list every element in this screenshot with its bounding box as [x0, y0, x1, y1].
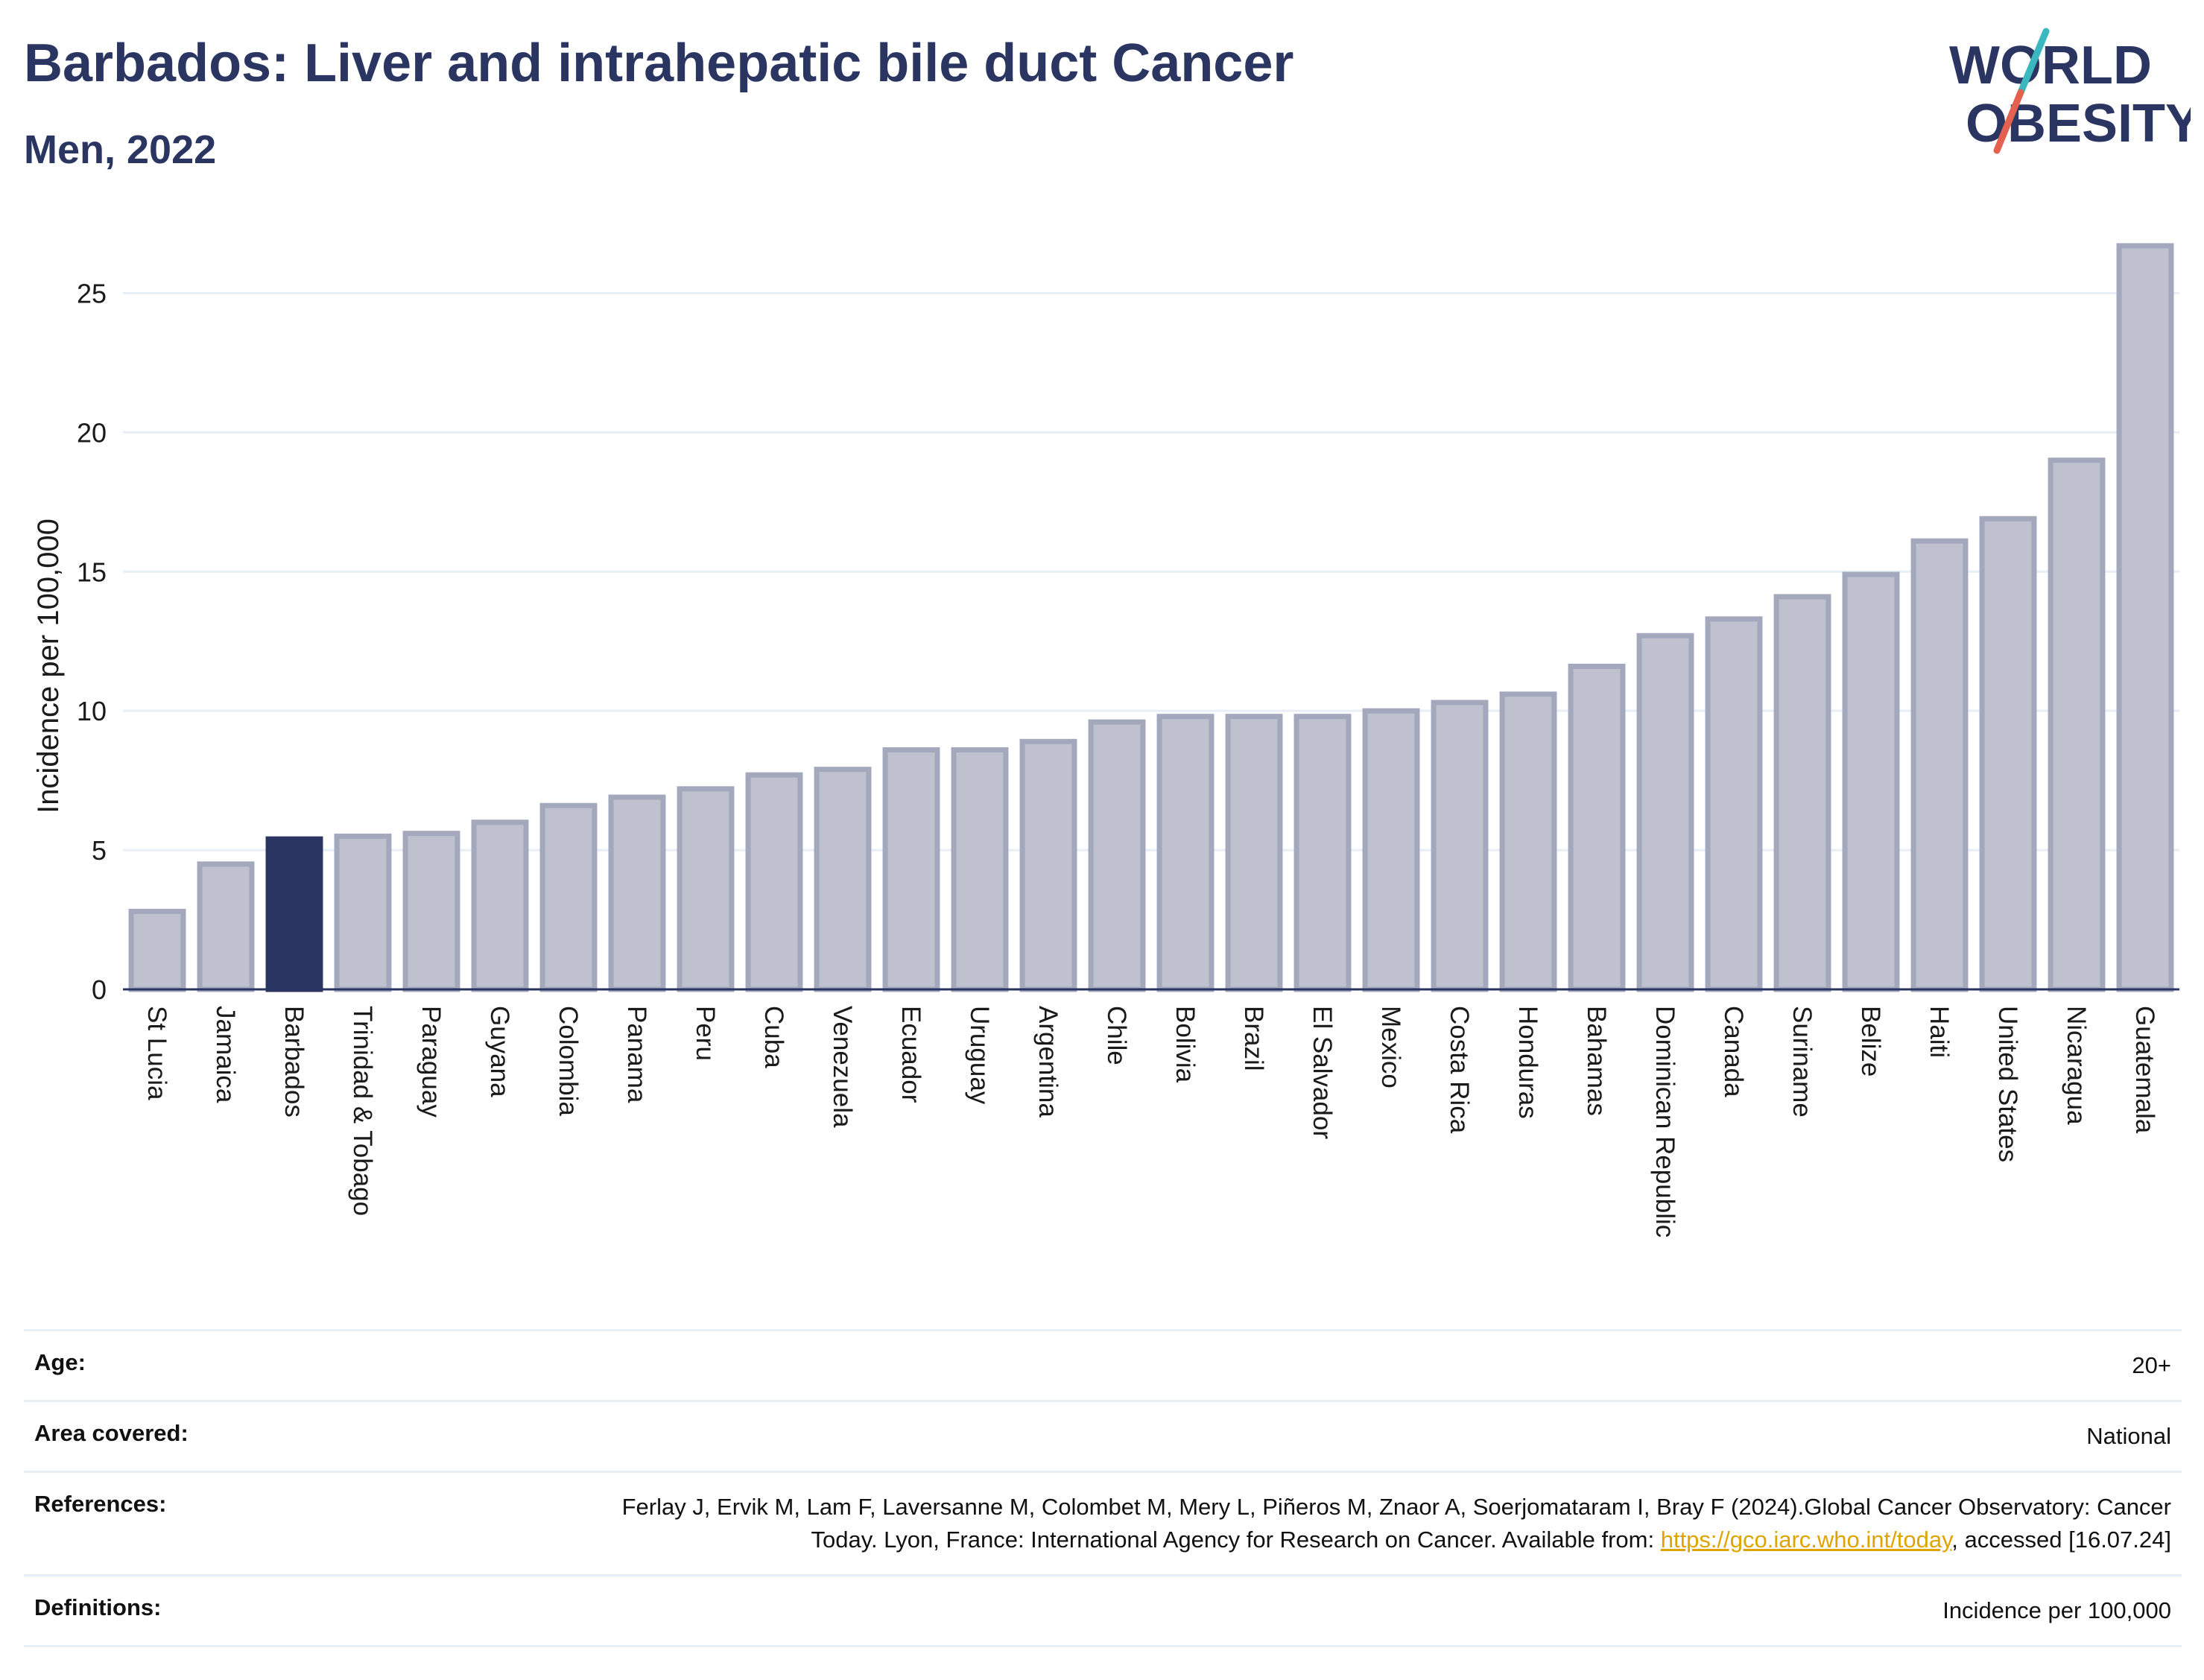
meta-value-references: Ferlay J, Ervik M, Lam F, Laversanne M, … — [569, 1491, 2171, 1556]
bar-argentina — [1019, 738, 1077, 992]
bar-bahamas — [1568, 663, 1626, 992]
bar-trinidad-tobago — [334, 833, 392, 992]
bar-cuba — [745, 772, 803, 992]
bar-dominican-republic — [1636, 633, 1694, 992]
bar-nicaragua — [2048, 457, 2106, 992]
y-tick-label: 20 — [77, 417, 107, 448]
gridlines — [123, 291, 2179, 852]
x-category-label: Venezuela — [828, 1006, 857, 1128]
y-tick-label: 0 — [92, 974, 107, 1005]
x-category-label: Guatemala — [2130, 1006, 2159, 1134]
x-category-label: Belize — [1856, 1006, 1885, 1077]
bar-panama — [608, 794, 666, 992]
y-tick-label: 25 — [77, 278, 107, 308]
x-category-label: St Lucia — [142, 1006, 171, 1100]
bar-colombia — [539, 802, 598, 992]
reference-accessed: , accessed [16.07.24] — [1951, 1527, 2171, 1553]
meta-key: References: — [34, 1491, 167, 1517]
x-category-label: Costa Rica — [1445, 1006, 1474, 1134]
x-category-label: Brazil — [1239, 1006, 1268, 1071]
x-category-label: Bolivia — [1171, 1006, 1200, 1083]
reference-link[interactable]: https://gco.iarc.who.int/today — [1660, 1527, 1952, 1553]
bar-suriname — [1773, 594, 1831, 992]
bar-united-states — [1979, 516, 2037, 992]
bar-brazil — [1225, 714, 1283, 992]
x-category-label: Uruguay — [965, 1006, 994, 1105]
x-category-label: Argentina — [1033, 1006, 1063, 1118]
bar-guatemala — [2116, 243, 2174, 992]
x-category-label: Mexico — [1376, 1006, 1405, 1088]
x-category-label: Suriname — [1787, 1006, 1817, 1118]
x-category-label: El Salvador — [1308, 1006, 1337, 1139]
bar-belize — [1842, 571, 1900, 992]
x-axis-labels: St Lucia Jamaica Barbados Trinidad & Tobago… — [142, 1006, 2159, 1237]
bar-venezuela — [814, 767, 872, 992]
x-category-label: Guyana — [485, 1006, 514, 1097]
bar-guyana — [471, 820, 529, 992]
reference-text: Ferlay J, Ervik M, Lam F, Laversanne M, … — [621, 1494, 2171, 1553]
bar-canada — [1705, 616, 1763, 992]
bar-peru — [677, 786, 735, 992]
x-category-label: Canada — [1719, 1006, 1748, 1097]
bar-chart: 0 5 10 15 20 25 St Lucia Jamaica Barbados Trinid… — [32, 243, 2179, 1237]
bar-costa-rica — [1431, 700, 1489, 992]
bar-haiti — [1910, 538, 1969, 992]
meta-row-age: Age: 20+ — [24, 1331, 2182, 1402]
x-category-label: Jamaica — [211, 1006, 240, 1103]
world-obesity-logo: WORLD OBESITY — [1949, 28, 2191, 154]
bar-chile — [1088, 719, 1146, 992]
x-category-label: Paraguay — [417, 1006, 446, 1118]
bar-paraguay — [402, 831, 460, 992]
bar-bolivia — [1156, 714, 1215, 992]
logo-line-1: WORLD — [1949, 36, 2152, 95]
y-tick-label: 10 — [77, 696, 107, 726]
meta-key: Definitions: — [34, 1594, 162, 1620]
x-category-label: Chile — [1102, 1006, 1131, 1065]
y-axis-title: Incidence per 100,000 — [32, 519, 65, 814]
bar-jamaica — [197, 861, 255, 992]
metadata-table: Age: 20+ Area covered: National Referenc… — [24, 1329, 2182, 1647]
bar-ecuador — [882, 747, 940, 992]
x-category-label: Bahamas — [1582, 1006, 1611, 1116]
x-category-label: Colombia — [554, 1006, 583, 1116]
x-category-label: Trinidad & Tobago — [348, 1006, 377, 1216]
meta-row-definitions: Definitions: Incidence per 100,000 — [24, 1576, 2182, 1647]
logo-slash-teal — [2017, 28, 2050, 96]
x-category-label: Dominican Republic — [1650, 1006, 1679, 1237]
x-category-label: United States — [1993, 1006, 2022, 1162]
meta-key: Area covered: — [34, 1420, 189, 1446]
x-category-label: Barbados — [279, 1006, 308, 1118]
meta-value: Incidence per 100,000 — [1942, 1597, 2171, 1623]
x-category-label: Ecuador — [896, 1006, 925, 1103]
y-axis-ticks: 0 5 10 15 20 25 — [77, 278, 107, 1005]
bar-honduras — [1499, 691, 1557, 992]
meta-row-area: Area covered: National — [24, 1402, 2182, 1473]
meta-value: 20+ — [2132, 1352, 2171, 1378]
meta-value: National — [2086, 1423, 2171, 1449]
bar-st-lucia — [128, 908, 186, 992]
y-tick-label: 5 — [92, 835, 107, 866]
bar-mexico — [1362, 708, 1420, 992]
bar-el-salvador — [1293, 714, 1352, 992]
chart-subtitle: Men, 2022 — [24, 127, 217, 172]
x-category-label: Honduras — [1513, 1006, 1542, 1119]
x-category-label: Haiti — [1925, 1006, 1954, 1058]
bar-barbados — [265, 836, 323, 992]
bar-uruguay — [951, 747, 1009, 992]
meta-row-references: References: Ferlay J, Ervik M, Lam F, La… — [24, 1473, 2182, 1576]
chart-title: Barbados: Liver and intrahepatic bile du… — [24, 34, 1294, 93]
y-tick-label: 15 — [77, 557, 107, 587]
x-category-label: Peru — [691, 1006, 720, 1061]
x-category-label: Nicaragua — [2062, 1006, 2091, 1125]
x-category-label: Panama — [622, 1006, 651, 1103]
meta-key: Age: — [34, 1349, 86, 1375]
x-category-label: Cuba — [759, 1006, 788, 1068]
logo-slash-red — [1993, 89, 2024, 154]
bars — [128, 243, 2174, 992]
